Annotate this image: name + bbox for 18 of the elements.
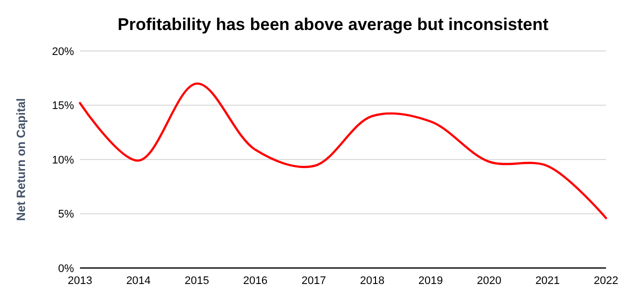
x-tick-label: 2020 <box>476 275 502 287</box>
x-tick-label: 2014 <box>126 275 151 287</box>
y-axis-title: Net Return on Capital <box>14 98 28 221</box>
x-tick-label: 2019 <box>418 275 443 287</box>
y-tick-label: 5% <box>58 208 74 221</box>
x-tick-label: 2015 <box>184 275 210 287</box>
x-tick-label: 2016 <box>243 275 268 287</box>
x-tick-label: 2018 <box>360 275 384 287</box>
y-tick-label: 10% <box>52 154 74 166</box>
y-tick-label: 15% <box>52 100 74 112</box>
y-tick-label: 0% <box>58 262 74 275</box>
x-tick-label: 2013 <box>68 275 92 287</box>
chart-title: Profitability has been above average but inconsistent <box>118 15 549 34</box>
x-tick-label: 2021 <box>535 275 560 287</box>
y-tick-label: 20% <box>52 46 74 58</box>
x-tick-label: 2022 <box>594 275 618 287</box>
x-tick-label: 2017 <box>302 275 326 287</box>
line-series <box>78 82 608 220</box>
